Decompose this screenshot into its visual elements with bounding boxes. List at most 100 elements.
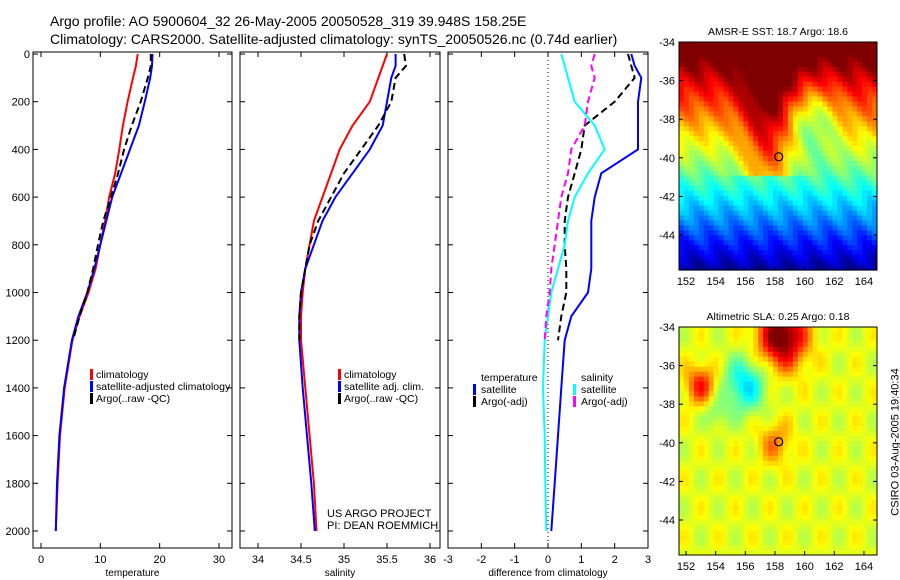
map-cell [728,161,734,167]
map-cell [792,446,799,452]
map-cell [718,327,725,333]
map-cell [802,401,809,407]
map-cell [822,225,828,231]
map-cell [773,245,779,251]
map-cell [847,51,853,58]
map-cell [679,515,685,521]
map-cell [763,76,769,83]
map-cell [703,106,710,112]
map-cell [738,175,744,182]
map-cell [862,505,868,511]
map-cell [817,156,824,162]
map-cell [872,470,878,477]
map-cell [852,250,858,256]
map-cell [787,106,794,112]
map-cell [812,121,819,127]
map-cell [703,86,710,93]
map-cell [703,81,710,88]
map-cell [723,61,729,68]
map-cell [822,406,828,412]
map-cell [792,391,799,397]
map-cell [802,195,809,202]
map-cell [872,366,878,373]
map-cell [817,441,824,447]
map-cell [822,391,828,397]
map-cell [708,485,715,492]
map-cell [688,136,695,142]
map-cell [862,200,868,207]
map-cell [832,386,838,393]
map-cell [807,332,814,338]
map-cell [862,215,868,222]
map-cell [768,91,774,98]
map-cell [812,436,819,442]
map-cell [718,361,725,368]
map-cell [698,250,705,256]
map-cell [688,156,695,162]
map-cell [768,96,774,103]
map-cell [822,485,828,492]
map-cell [872,81,878,88]
map-cell [852,205,858,212]
map-cell [797,356,804,363]
legend-label: satellite [481,384,517,396]
map-cell [802,165,809,172]
map-cell [852,545,858,551]
map-cell [748,116,754,122]
map-cell [698,141,705,147]
map-cell [862,332,868,338]
map-cell [768,336,774,343]
map-cell [787,520,794,526]
map-cell [773,121,779,127]
map-cell [827,510,833,516]
map-cell [822,535,828,541]
map-cell [778,530,784,536]
map-cell [748,71,754,78]
map-cell [748,101,754,108]
map-cell [783,156,789,162]
map-cell [763,165,769,172]
map-cell [748,42,754,48]
map-cell [862,165,868,172]
map-cell [723,411,729,417]
map-cell [792,250,799,256]
map-cell [802,116,809,122]
map-cell [797,371,804,378]
map-cell [703,550,710,556]
map-cell [693,480,700,487]
map-cell [807,156,814,162]
map-cell [693,101,700,108]
map-cell [847,220,853,226]
map-cell [812,480,819,487]
map-cell [862,341,868,348]
map-cell [812,240,819,246]
map-cell [832,42,838,48]
map-cell [802,91,809,98]
map-cell [768,327,774,333]
map-cell [852,351,858,358]
map-cell [688,56,695,63]
map-cell [857,175,863,182]
map-cell [743,165,749,172]
map-cell [867,351,873,358]
map-cell [743,346,749,353]
map-cell [842,465,848,472]
map-cell [862,151,868,157]
map-cell [703,180,710,187]
map-cell [718,416,725,422]
map-cell [778,406,784,412]
map-cell [738,195,744,202]
map-cell [807,327,814,333]
map-cell [718,101,725,108]
map-cell [758,421,764,427]
map-cell [802,381,809,388]
map-cell [743,146,749,152]
map-cell [807,460,814,467]
map-cell [797,336,804,343]
map-cell [787,495,794,502]
map-cell [857,411,863,417]
map-cell [738,376,744,383]
map-cell [778,500,784,507]
map-cell [812,205,819,212]
map-cell [738,525,744,531]
